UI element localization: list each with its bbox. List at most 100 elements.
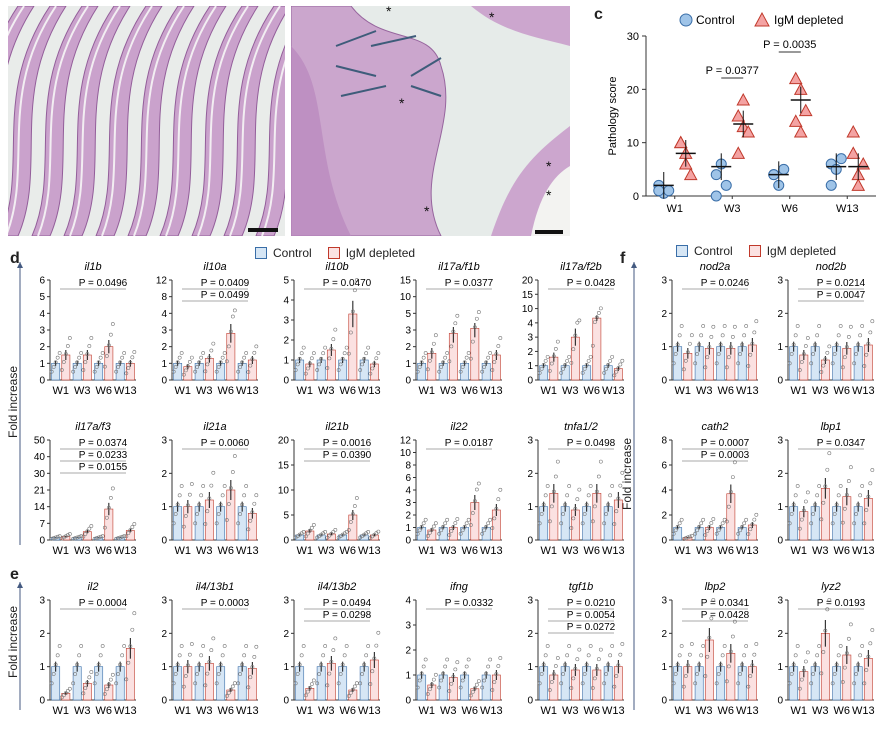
- data-point: [51, 536, 56, 541]
- data-point: [94, 672, 99, 676]
- scale-bar-a: [248, 228, 278, 232]
- data-point: [618, 652, 623, 657]
- chart-title: il17a/f1b: [438, 261, 480, 273]
- x-tick-label: W6: [96, 385, 113, 397]
- villus-core: [261, 59, 285, 236]
- data-point: [415, 531, 420, 536]
- data-point: [492, 360, 497, 364]
- data-point: [226, 344, 231, 349]
- data-point: [429, 350, 434, 355]
- data-point: [301, 345, 306, 350]
- data-point: [102, 525, 107, 530]
- data-point: [823, 484, 828, 489]
- x-tick-label: W13: [114, 545, 137, 557]
- data-point: [329, 346, 334, 351]
- data-point: [366, 345, 371, 350]
- data-point: [53, 535, 58, 540]
- data-point: [350, 309, 355, 314]
- data-point: [252, 655, 257, 659]
- asterisk-marker: *: [489, 9, 495, 25]
- data-point: [71, 681, 76, 686]
- data-point: [537, 521, 542, 526]
- data-point: [707, 345, 712, 349]
- data-point: [809, 521, 814, 526]
- data-point: [346, 694, 351, 698]
- bar-control: [338, 666, 348, 701]
- data-point: [319, 356, 324, 361]
- p-value-label: P = 0.0499: [201, 290, 250, 301]
- x-tick-label: W13: [852, 385, 875, 397]
- data-point: [220, 493, 225, 498]
- x-tick-label: W1: [541, 385, 558, 397]
- data-point: [563, 502, 568, 507]
- data-point: [701, 324, 706, 328]
- data-point: [325, 366, 330, 370]
- data-point: [61, 360, 66, 364]
- data-point: [425, 367, 430, 372]
- x-tick-label: W3: [724, 203, 741, 215]
- data-point: [547, 519, 552, 524]
- data-point: [840, 365, 845, 370]
- igm-point: [851, 178, 866, 191]
- y-tick-label: 2: [283, 336, 289, 347]
- villus-core: [101, 6, 153, 236]
- data-point: [453, 521, 458, 525]
- data-point: [474, 316, 479, 321]
- data-point: [187, 359, 192, 364]
- data-point: [541, 362, 546, 367]
- data-point: [309, 356, 314, 361]
- data-point: [606, 362, 611, 367]
- arrow: [335, 65, 377, 77]
- data-point: [823, 357, 828, 362]
- chart-title: il1b: [84, 261, 101, 273]
- data-point: [612, 373, 617, 378]
- data-point: [701, 644, 706, 648]
- asterisk-marker: *: [546, 187, 552, 203]
- x-tick-label: W6: [584, 545, 601, 557]
- y-tick-label: 8: [405, 461, 411, 472]
- data-point: [480, 531, 485, 536]
- data-point: [350, 512, 355, 516]
- data-point: [813, 342, 818, 347]
- data-point: [748, 527, 753, 532]
- data-point: [590, 519, 595, 524]
- data-point: [232, 454, 237, 458]
- data-point: [819, 517, 824, 522]
- y-tick-label: 3: [283, 596, 289, 607]
- y-tick-label: 2: [527, 469, 533, 480]
- chart-title: lyz2: [821, 581, 841, 593]
- chart-title: ifng: [450, 581, 469, 593]
- data-point: [565, 653, 570, 658]
- data-point: [368, 682, 373, 686]
- y-tick-label: 3: [39, 326, 45, 337]
- data-point: [838, 644, 843, 648]
- y-tick-label: 4: [527, 318, 533, 329]
- data-point: [596, 311, 601, 315]
- data-point: [687, 534, 692, 539]
- x-tick-label: W6: [340, 545, 357, 557]
- data-point: [496, 664, 501, 668]
- micrograph-b: * * * * * *: [291, 6, 570, 236]
- data-point: [108, 332, 113, 337]
- chart-title: nod2a: [700, 261, 731, 273]
- data-point: [577, 647, 582, 652]
- legend-control-label: Control: [273, 246, 312, 260]
- data-point: [228, 329, 233, 334]
- data-point: [486, 521, 491, 526]
- data-point: [813, 502, 818, 507]
- data-point: [65, 533, 70, 538]
- y-tick-label: 1: [527, 361, 533, 372]
- data-point: [360, 672, 365, 676]
- data-point: [685, 663, 690, 668]
- data-point: [797, 368, 802, 372]
- data-point: [707, 635, 712, 640]
- data-point: [462, 360, 467, 365]
- y-tick-label: 10: [278, 486, 290, 497]
- x-tick-label: W13: [602, 705, 625, 717]
- y-tick-label: 3: [39, 596, 45, 607]
- data-point: [240, 360, 245, 365]
- y-tick-label: 10: [400, 292, 412, 303]
- data-point: [87, 344, 92, 348]
